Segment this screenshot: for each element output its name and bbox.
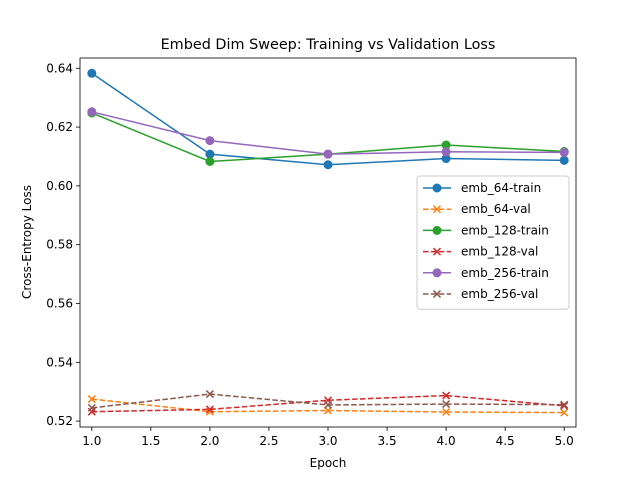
y-axis-label: Cross-Entropy Loss xyxy=(20,185,34,299)
y-tick-label: 0.52 xyxy=(46,414,73,428)
legend-label: emb_64-val xyxy=(461,202,531,216)
y-tick-label: 0.56 xyxy=(46,297,73,311)
data-point xyxy=(87,68,97,78)
legend-marker xyxy=(432,247,442,256)
legend-item-emb_256-train: emb_256-train xyxy=(423,266,549,280)
legend-item-emb_64-val: emb_64-val xyxy=(423,202,531,216)
chart-title: Embed Dim Sweep: Training vs Validation … xyxy=(161,37,496,53)
x-tick-label: 3.0 xyxy=(318,434,337,448)
legend-label: emb_128-train xyxy=(461,223,549,237)
x-tick-label: 4.0 xyxy=(437,434,456,448)
legend-marker xyxy=(432,225,442,235)
y-tick-label: 0.62 xyxy=(46,120,73,134)
data-point xyxy=(205,149,215,159)
data-point xyxy=(205,390,214,399)
data-point xyxy=(87,395,96,404)
data-point xyxy=(441,147,451,157)
x-axis-label: Epoch xyxy=(310,456,347,470)
series-line xyxy=(91,398,565,414)
data-point xyxy=(323,400,333,409)
data-point xyxy=(205,405,214,414)
x-tick-label: 5.0 xyxy=(555,434,574,448)
x-tick-label: 1.0 xyxy=(82,434,101,448)
legend-marker xyxy=(432,205,442,214)
data-point xyxy=(559,147,569,157)
data-point xyxy=(442,407,451,417)
data-point xyxy=(442,391,451,400)
legend-box xyxy=(416,175,570,310)
y-tick-label: 0.60 xyxy=(46,179,73,193)
legend-marker xyxy=(432,289,442,299)
data-point xyxy=(442,400,451,409)
legend-item-emb_128-train: emb_128-train xyxy=(423,223,549,237)
legend-label: emb_128-val xyxy=(461,245,538,259)
legend-item-emb_64-train: emb_64-train xyxy=(423,181,541,195)
data-point xyxy=(560,401,569,410)
data-point xyxy=(205,156,215,166)
legend-label: emb_256-train xyxy=(461,266,549,280)
data-point xyxy=(560,400,569,409)
legend-item-emb_128-val: emb_128-val xyxy=(423,245,538,259)
series-emb_64-train xyxy=(87,68,569,170)
legend-marker xyxy=(432,268,442,278)
data-point xyxy=(87,403,96,412)
legend-label: emb_256-val xyxy=(461,287,538,301)
data-point xyxy=(87,107,97,117)
data-point xyxy=(559,155,569,165)
x-tick-label: 2.5 xyxy=(259,434,278,448)
y-tick-label: 0.54 xyxy=(46,355,73,369)
data-point xyxy=(205,136,215,146)
legend-item-emb_256-val: emb_256-val xyxy=(423,287,538,301)
plot-area: 1.0 1.5 2.0 2.5 3.0 3.5 4.0 4.5 5.0 0.52 0.54 0.56 0… xyxy=(46,57,577,448)
legend-marker xyxy=(432,183,442,193)
series-emb_256-val xyxy=(87,390,569,412)
x-tick-label: 3.5 xyxy=(378,434,397,448)
series-emb_256-train xyxy=(87,107,569,159)
data-point xyxy=(323,149,333,159)
legend-label: emb_64-train xyxy=(461,181,541,195)
x-tick-label: 2.0 xyxy=(200,434,219,448)
y-tick-label: 0.58 xyxy=(46,238,73,252)
data-point xyxy=(560,408,569,417)
x-tick-label: 1.5 xyxy=(141,434,160,448)
legend: emb_64-train emb_64-val emb_128-train emb_1… xyxy=(416,175,570,310)
y-tick-label: 0.64 xyxy=(46,61,73,75)
x-tick-label: 4.5 xyxy=(496,434,515,448)
data-point xyxy=(323,160,333,170)
